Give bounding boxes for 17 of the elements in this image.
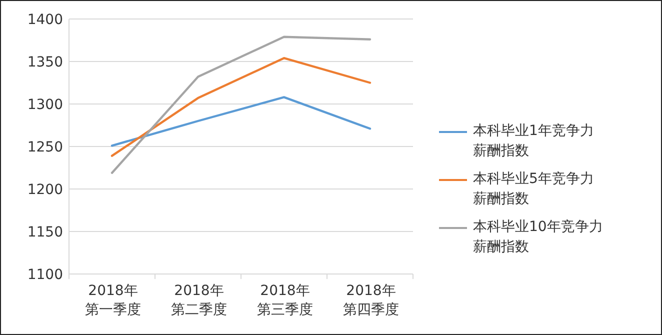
- y-tick-label: 1300: [27, 97, 63, 113]
- x-tick-label: 2018年第三季度: [256, 282, 314, 320]
- legend-label: 本科毕业5年竞争力薪酬指数: [473, 170, 595, 209]
- y-tick-label: 1350: [27, 54, 63, 70]
- legend-label: 本科毕业10年竞争力薪酬指数: [473, 218, 604, 257]
- line-series: [110, 96, 372, 147]
- legend-label: 本科毕业1年竞争力薪酬指数: [473, 122, 595, 161]
- x-tick-label: 2018年第二季度: [170, 282, 228, 320]
- y-tick-label: 1250: [27, 140, 63, 156]
- y-tick-label: 1200: [27, 182, 63, 198]
- y-tick-label: 1150: [27, 224, 63, 240]
- line-series: [110, 36, 372, 174]
- line-series: [110, 57, 372, 157]
- y-tick-label: 1100: [27, 267, 63, 283]
- y-tick-label: 1400: [27, 12, 63, 28]
- x-tick-label: 2018年第一季度: [84, 282, 142, 320]
- x-tick-label: 2018年第四季度: [342, 282, 400, 320]
